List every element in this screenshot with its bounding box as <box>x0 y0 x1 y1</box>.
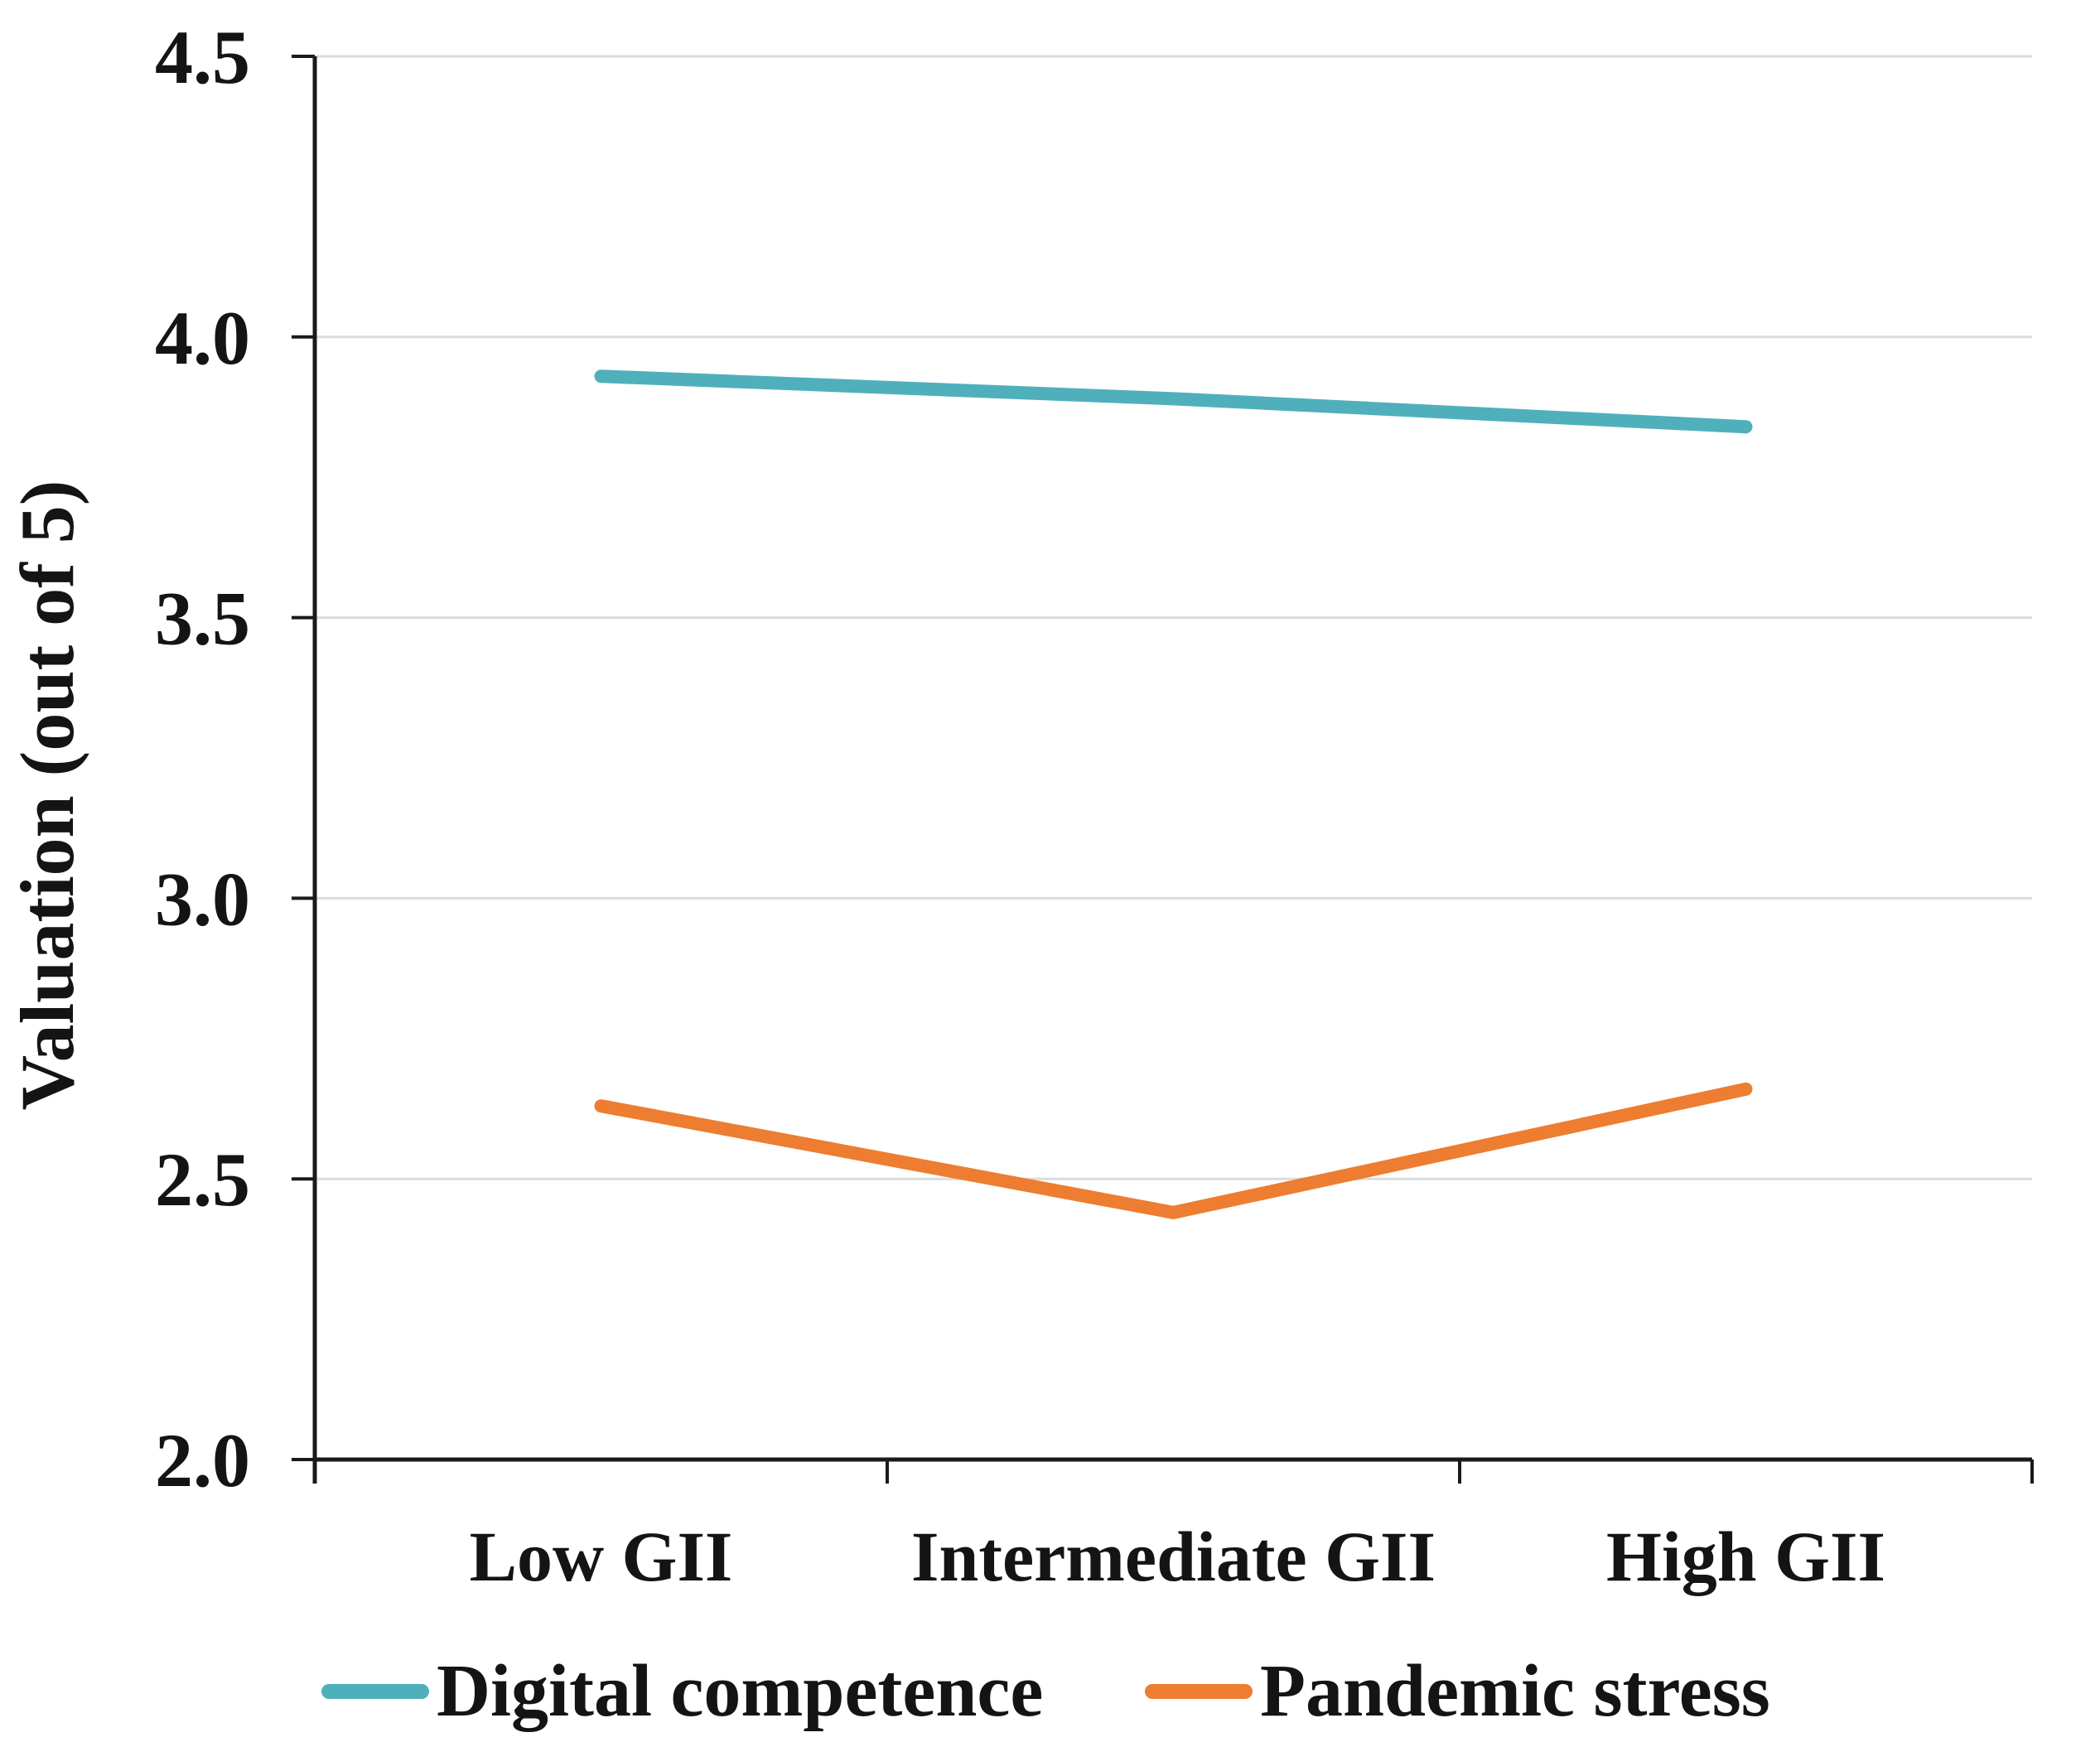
series-line-digital-competence <box>594 369 1753 434</box>
x-category-label: Low GII <box>470 1517 733 1596</box>
series-line-pandemic-stress <box>594 1082 1753 1219</box>
y-tick-label: 3.0 <box>155 857 250 941</box>
legend-swatch-digital-competence <box>321 1684 429 1699</box>
x-category-label: Intermediate GII <box>911 1517 1436 1596</box>
y-tick-label: 2.0 <box>155 1418 250 1503</box>
legend: Digital competence Pandemic stress <box>0 1650 2100 1741</box>
y-tick-label: 2.5 <box>155 1137 250 1222</box>
legend-item-digital-competence: Digital competence <box>321 1650 1043 1733</box>
y-tick-label: 4.5 <box>155 15 250 99</box>
y-tick-label: 3.5 <box>155 577 250 661</box>
y-tick-label: 4.0 <box>155 296 250 380</box>
x-category-label: High GII <box>1606 1517 1885 1596</box>
legend-swatch-pandemic-stress <box>1145 1684 1253 1699</box>
legend-label-pandemic-stress: Pandemic stress <box>1260 1650 1770 1732</box>
legend-label-digital-competence: Digital competence <box>437 1650 1044 1732</box>
legend-item-pandemic-stress: Pandemic stress <box>1145 1650 1770 1733</box>
